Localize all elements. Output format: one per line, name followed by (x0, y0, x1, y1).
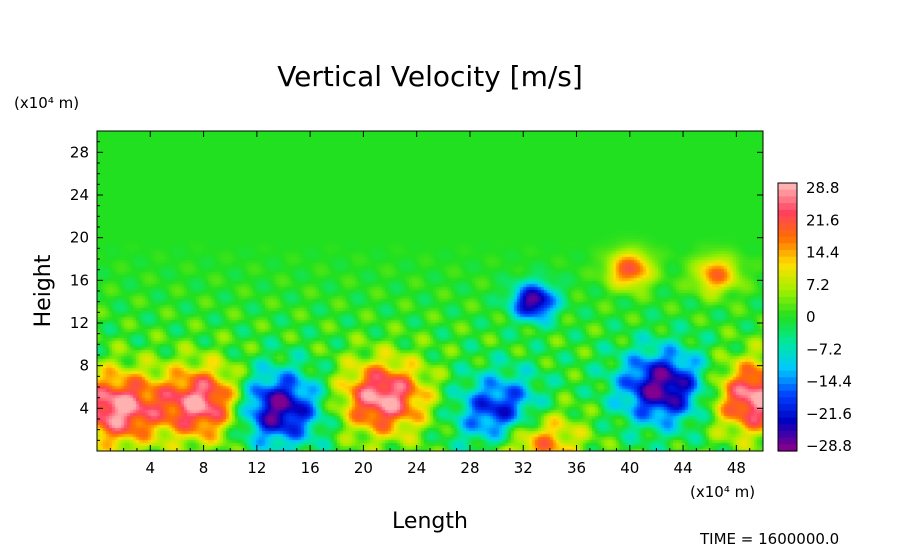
x-tick-label: 4 (146, 459, 156, 477)
y-unit-label: (x10⁴ m) (14, 94, 79, 112)
x-axis-label: Length (392, 509, 468, 534)
y-tick-label: 8 (79, 357, 89, 375)
x-tick-label: 20 (354, 459, 373, 477)
colorbar-tick-label: 14.4 (806, 244, 839, 262)
colorbar-band (778, 357, 797, 365)
colorbar-band (778, 363, 797, 372)
colorbar-tick-label: 21.6 (806, 211, 839, 229)
colorbar-band (778, 370, 797, 378)
colorbar-band (778, 276, 797, 285)
colorbar-band (778, 296, 797, 305)
colorbar-band (778, 196, 797, 204)
x-tick-label: 16 (301, 459, 320, 477)
x-tick-label: 44 (674, 459, 693, 477)
colorbar: 28.8 21.6 14.4 7.2 0 −7.2 −14.4 −21.6 −28.8 (777, 179, 852, 455)
x-tick-label: 12 (247, 459, 266, 477)
colorbar-band (778, 189, 797, 197)
colorbar-tick-label: 0 (806, 308, 816, 326)
colorbar-band (778, 397, 797, 405)
velocity-heatmap (97, 131, 763, 451)
colorbar-band (778, 404, 797, 412)
colorbar-band (778, 384, 797, 392)
colorbar-band (778, 270, 797, 278)
colorbar-band (778, 317, 797, 325)
colorbar-tick-label: 28.8 (806, 179, 839, 197)
y-tick-label: 28 (70, 143, 89, 161)
plot-area (96, 130, 764, 452)
colorbar-band (778, 410, 797, 419)
colorbar-tick-label: −14.4 (806, 373, 852, 391)
colorbar-tick-label: −28.8 (806, 437, 852, 455)
colorbar-band (778, 444, 797, 452)
y-tick-label: 24 (70, 186, 89, 204)
colorbar-band (778, 263, 797, 271)
colorbar-frame (777, 182, 798, 452)
y-tick-label: 4 (79, 399, 89, 417)
x-unit-label: (x10⁴ m) (690, 483, 755, 501)
colorbar-tick-label: −7.2 (806, 340, 842, 358)
colorbar-band (778, 236, 797, 244)
x-tick-label: 40 (620, 459, 639, 477)
colorbar-band (778, 390, 797, 398)
colorbar-tick-label: 7.2 (806, 276, 830, 294)
colorbar-band (778, 424, 797, 432)
x-tick-label: 36 (567, 459, 586, 477)
colorbar-band (778, 303, 797, 311)
colorbar-band (778, 290, 797, 298)
x-tick-label: 48 (727, 459, 746, 477)
colorbar-band (778, 283, 797, 291)
colorbar-band (778, 250, 797, 258)
x-tick-label: 28 (460, 459, 479, 477)
colorbar-band (778, 203, 797, 211)
colorbar-band (778, 243, 797, 251)
time-label: TIME = 1600000.0 (699, 530, 839, 544)
chart-title: Vertical Velocity [m/s] (277, 60, 583, 93)
colorbar-band (778, 256, 797, 264)
colorbar-band (778, 417, 797, 425)
x-tick-label: 8 (199, 459, 209, 477)
colorbar-band (778, 430, 797, 439)
colorbar-band (778, 350, 797, 358)
x-tick-label: 24 (407, 459, 426, 477)
colorbar-band (778, 209, 797, 218)
x-tick-label: 32 (514, 459, 533, 477)
colorbar-band (778, 310, 797, 318)
colorbar-band (778, 323, 797, 331)
colorbar-band (778, 183, 797, 191)
y-tick-label: 20 (70, 229, 89, 247)
colorbar-band (778, 223, 797, 231)
x-axis: 4 8 12 16 20 24 28 32 36 40 44 48 (109, 131, 751, 477)
colorbar-band (778, 377, 797, 385)
colorbar-band (778, 437, 797, 445)
colorbar-band (778, 337, 797, 345)
colorbar-band (778, 229, 797, 238)
colorbar-band (778, 343, 797, 352)
colorbar-band (778, 330, 797, 338)
colorbar-tick-label: −21.6 (806, 405, 852, 423)
y-tick-label: 16 (70, 271, 89, 289)
y-tick-label: 12 (70, 314, 89, 332)
y-axis: 4 8 12 16 20 24 28 (70, 141, 763, 441)
y-axis-label: Height (31, 254, 56, 327)
colorbar-band (778, 216, 797, 224)
